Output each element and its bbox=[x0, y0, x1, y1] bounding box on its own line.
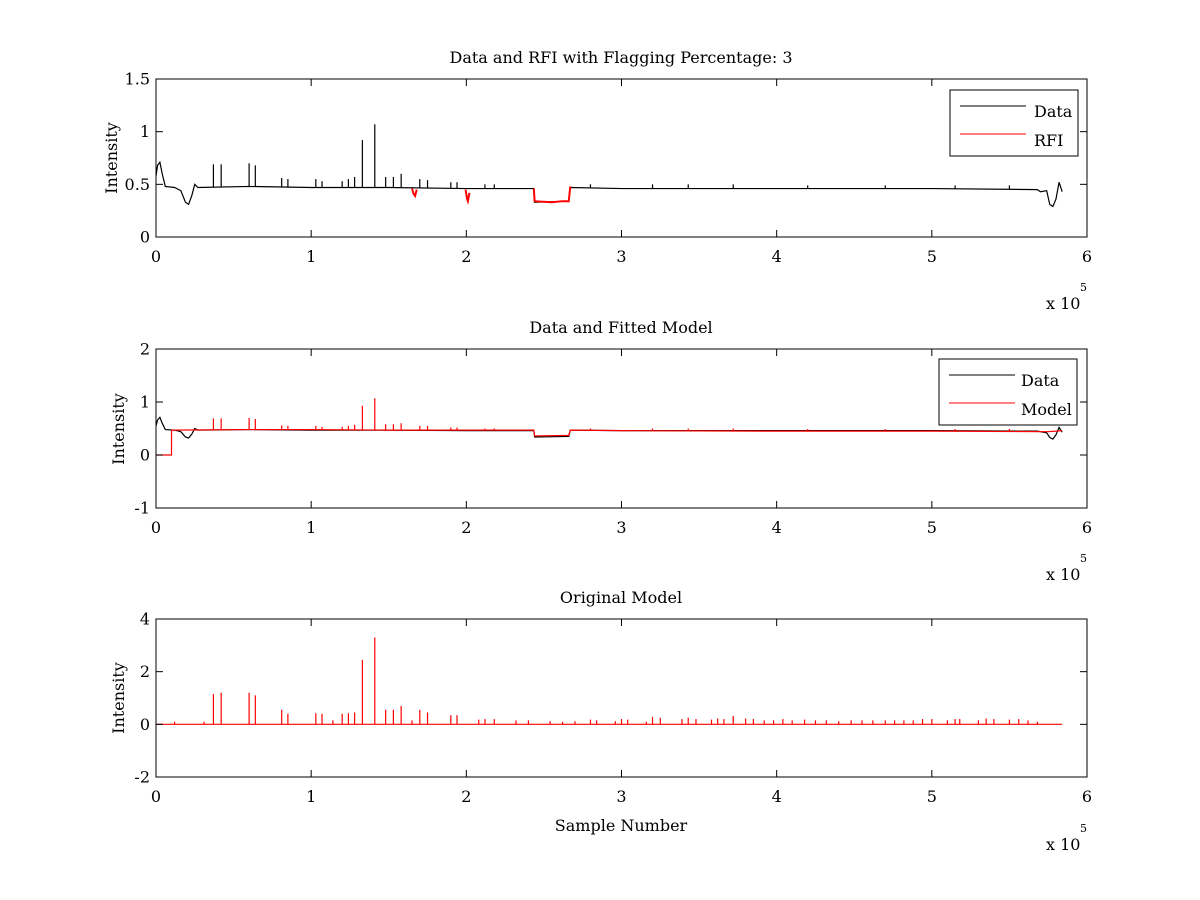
panel-1-x-tick-label-0: 0 bbox=[151, 247, 161, 266]
panel-1-series-rfi-segment-0 bbox=[411, 188, 418, 199]
panel-3-y-axis-label: Intensity bbox=[109, 662, 128, 734]
panel-3-x-tick-label-4: 4 bbox=[772, 787, 782, 806]
panel-3-x-multiplier: x 10 5 bbox=[1046, 822, 1087, 854]
panel-1-y-tick-label-1: 0.5 bbox=[125, 175, 150, 194]
panel-2-y-axis-label: Intensity bbox=[109, 393, 128, 465]
panel-1-x-tick-label-6: 6 bbox=[1082, 247, 1092, 266]
panel-3-y-tick-label-3: 4 bbox=[140, 610, 150, 629]
panel-1-series-rfi-segment-2 bbox=[532, 186, 572, 204]
panel-1-x-tick-label-5: 5 bbox=[927, 247, 937, 266]
panel-2-y-tick-label-2: 1 bbox=[140, 393, 150, 412]
panel-3-x-tick-label-6: 6 bbox=[1082, 787, 1092, 806]
panel-1: Data and RFI with Flagging Percentage: 3… bbox=[102, 48, 1092, 313]
panel-2: Data and Fitted Model Intensity 0 1 2 3 4 5 6 -… bbox=[109, 318, 1092, 584]
panel-1-x-tick-label-3: 3 bbox=[616, 247, 626, 266]
panel-2-legend-box bbox=[938, 358, 1078, 426]
panel-2-x-tick-label-1: 1 bbox=[306, 518, 316, 537]
panel-2-x-multiplier: x 10 5 bbox=[1046, 552, 1087, 584]
panel-1-legend-label-rfi: RFI bbox=[1034, 131, 1063, 150]
panel-2-x-tick-label-2: 2 bbox=[461, 518, 471, 537]
panel-3-x-tick-label-1: 1 bbox=[306, 787, 316, 806]
panel-1-x-tick-label-4: 4 bbox=[772, 247, 782, 266]
panel-3-y-tick-label-1: 0 bbox=[140, 715, 150, 734]
panel-2-y-tick-label-1: 0 bbox=[140, 446, 150, 465]
panel-2-y-tick-label-3: 2 bbox=[140, 340, 150, 359]
panel-3-title: Original Model bbox=[560, 588, 682, 607]
panel-2-x-tick-label-6: 6 bbox=[1082, 518, 1092, 537]
panel-2-x-tick-label-4: 4 bbox=[772, 518, 782, 537]
panel-2-x-tick-label-0: 0 bbox=[151, 518, 161, 537]
panel-2-legend-label-data: Data bbox=[1021, 371, 1060, 390]
panel-1-y-axis-label: Intensity bbox=[102, 122, 121, 194]
panel-3-x-multiplier-label: x 10 bbox=[1046, 835, 1080, 854]
panel-1-x-tick-label-1: 1 bbox=[306, 247, 316, 266]
panel-2-x-multiplier-label: x 10 bbox=[1046, 565, 1080, 584]
panel-1-plot-area bbox=[155, 124, 1063, 208]
panel-1-legend-label-data: Data bbox=[1034, 102, 1073, 121]
panel-1-y-tick-label-3: 1.5 bbox=[125, 70, 150, 89]
panel-1-series-rfi-segment-1 bbox=[464, 189, 471, 205]
panel-3-x-tick-label-0: 0 bbox=[151, 787, 161, 806]
panel-2-series-model-line bbox=[156, 428, 1063, 456]
panel-3-x-multiplier-exponent: 5 bbox=[1080, 822, 1087, 835]
panel-2-legend-label-model: Model bbox=[1021, 400, 1072, 419]
panel-3-x-tick-label-3: 3 bbox=[616, 787, 626, 806]
panel-2-x-tick-label-3: 3 bbox=[616, 518, 626, 537]
panel-1-x-tick-label-2: 2 bbox=[461, 247, 471, 266]
panel-2-plot-area bbox=[155, 398, 1063, 456]
panel-1-series-data-line bbox=[155, 160, 1063, 208]
panel-1-x-multiplier: x 10 5 bbox=[1046, 281, 1087, 313]
panel-3-x-axis-label: Sample Number bbox=[555, 816, 688, 835]
panel-2-y-tick-label-0: -1 bbox=[134, 499, 150, 518]
panel-3-plot-area bbox=[156, 637, 1063, 725]
panel-1-y-tick-label-2: 1 bbox=[140, 122, 150, 141]
panel-2-legend: Data Model bbox=[938, 358, 1078, 426]
panel-1-x-multiplier-exponent: 5 bbox=[1080, 281, 1087, 294]
panel-2-x-multiplier-exponent: 5 bbox=[1080, 552, 1087, 565]
panel-1-y-tick-label-0: 0 bbox=[140, 228, 150, 247]
panel-3-y-tick-label-0: -2 bbox=[134, 768, 150, 787]
panel-2-title: Data and Fitted Model bbox=[529, 318, 712, 337]
panel-1-legend-box bbox=[949, 89, 1079, 157]
panel-1-ticks: 0 1 2 3 4 5 6 0 0.5 1 1.5 bbox=[125, 70, 1093, 267]
panel-1-x-multiplier-label: x 10 bbox=[1046, 294, 1080, 313]
panel-3-x-tick-label-2: 2 bbox=[461, 787, 471, 806]
panel-1-title: Data and RFI with Flagging Percentage: 3 bbox=[449, 48, 792, 67]
panel-1-legend: Data RFI bbox=[949, 89, 1079, 157]
panel-2-x-tick-label-5: 5 bbox=[927, 518, 937, 537]
panel-3-x-tick-label-5: 5 bbox=[927, 787, 937, 806]
panel-3-y-tick-label-2: 2 bbox=[140, 662, 150, 681]
